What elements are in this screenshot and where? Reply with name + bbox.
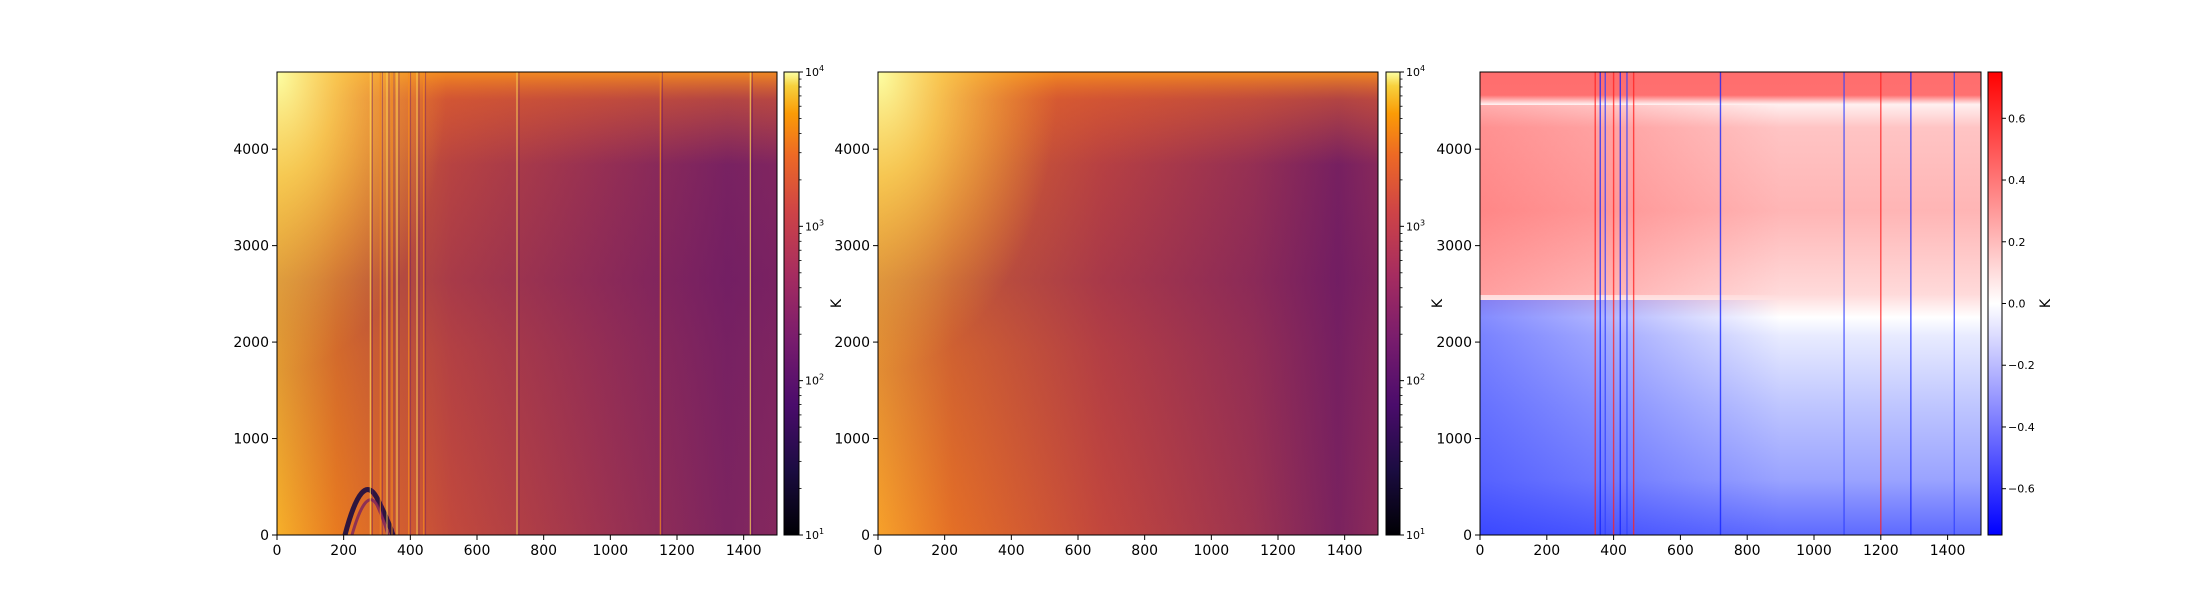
- y-axis-3: 0 1000 2000 3000 4000: [1436, 142, 1480, 544]
- colorbar-tick-label: 103: [1406, 218, 1425, 233]
- y-tick-label: 4000: [834, 142, 870, 158]
- colorbar-tick-exponent: 2: [819, 373, 824, 382]
- heatmap-panel-1: 0 200 400 600 800 1000 1200 1400 0 1000 2000 3000 4…: [233, 64, 845, 559]
- colorbar-tick-exponent: 2: [1420, 373, 1425, 382]
- x-tick-label: 400: [397, 543, 424, 559]
- heatmap-2-image: [878, 72, 1378, 535]
- y-tick-label: 3000: [1436, 239, 1472, 255]
- x-tick-label: 1000: [593, 543, 629, 559]
- colorbar-label: K: [1430, 298, 1446, 308]
- colorbar-tick-label: 0.4: [2008, 174, 2026, 187]
- y-tick-label: 1000: [834, 432, 870, 448]
- colorbar-tick-label: 0.0: [2008, 298, 2026, 311]
- colorbar-tick-base: 10: [805, 375, 819, 388]
- x-tick-label: 1400: [1930, 543, 1966, 559]
- y-tick-label: 1000: [233, 432, 269, 448]
- x-tick-label: 600: [1065, 543, 1092, 559]
- streaks-1: [369, 72, 753, 535]
- x-tick-label: 200: [1533, 543, 1560, 559]
- x-tick-label: 1200: [659, 543, 695, 559]
- x-tick-label: 1000: [1194, 543, 1230, 559]
- colorbar-tick-base: 10: [805, 529, 819, 542]
- heatmap-3-image: [1480, 72, 1981, 535]
- x-axis-1: 0 200 400 600 800 1000 1200 1400: [273, 535, 762, 559]
- y-tick-label: 0: [861, 528, 870, 544]
- colorbar-tick-label: 0.6: [2008, 112, 2026, 125]
- colorbar-tick-label: 104: [805, 64, 824, 79]
- heatmap-panel-2: 0 200 400 600 800 1000 1200 1400 0 1000 2000 3000 4…: [834, 64, 1446, 559]
- y-tick-label: 4000: [233, 142, 269, 158]
- y-tick-label: 1000: [1436, 432, 1472, 448]
- colorbar-tick-label: −0.4: [2008, 421, 2035, 434]
- x-tick-label: 0: [1476, 543, 1485, 559]
- streaks-3: [1594, 72, 1955, 535]
- colorbar-tick-label: 101: [1406, 527, 1425, 542]
- colorbar-tick-exponent: 3: [819, 218, 824, 227]
- y-tick-label: 0: [1463, 528, 1472, 544]
- colorbar-tick-exponent: 4: [819, 64, 824, 73]
- x-tick-label: 1400: [726, 543, 762, 559]
- colorbar-label: K: [2038, 298, 2054, 308]
- x-axis-3: 0 200 400 600 800 1000 1200 1400: [1476, 535, 1966, 559]
- y-tick-label: 2000: [834, 335, 870, 351]
- colorbar-tick-base: 10: [1406, 66, 1420, 79]
- colorbar-tick-label: 101: [805, 527, 824, 542]
- colorbar-tick-label: 104: [1406, 64, 1425, 79]
- colorbar-tick-exponent: 1: [1420, 527, 1425, 536]
- colorbar-3: −0.6 −0.4 −0.2 0.0 0.2 0.4 0.6 K: [1987, 71, 2054, 536]
- x-tick-label: 200: [330, 543, 357, 559]
- y-tick-label: 4000: [1436, 142, 1472, 158]
- x-tick-label: 0: [273, 543, 282, 559]
- colorbar-tick-label: 0.2: [2008, 236, 2026, 249]
- heatmap-1-image: [277, 72, 777, 535]
- colorbar-tick-base: 10: [805, 66, 819, 79]
- colorbar-tick-exponent: 4: [1420, 64, 1425, 73]
- y-axis-1: 0 1000 2000 3000 4000: [233, 142, 277, 544]
- colorbar-tick-label: −0.2: [2008, 359, 2035, 372]
- colorbar-tick-exponent: 1: [819, 527, 824, 536]
- x-tick-label: 400: [1600, 543, 1627, 559]
- colorbar-tick-base: 10: [1406, 220, 1420, 233]
- x-tick-label: 800: [1131, 543, 1158, 559]
- colorbar-label: K: [829, 298, 845, 308]
- y-tick-label: 3000: [834, 239, 870, 255]
- x-tick-label: 400: [998, 543, 1025, 559]
- colorbar-3-ticks: −0.6 −0.4 −0.2 0.0 0.2 0.4 0.6 K: [2002, 112, 2054, 496]
- heatmap-panel-3: 0 200 400 600 800 1000 1200 1400 0 1000 2000 3000 4…: [1436, 71, 2054, 559]
- x-tick-label: 200: [931, 543, 958, 559]
- y-tick-label: 2000: [233, 335, 269, 351]
- colorbar-tick-label: −0.6: [2008, 483, 2035, 496]
- colorbar-tick-label: 102: [805, 373, 824, 388]
- x-tick-label: 600: [464, 543, 491, 559]
- colorbar-tick-exponent: 3: [1420, 218, 1425, 227]
- x-tick-label: 600: [1667, 543, 1694, 559]
- x-tick-label: 0: [874, 543, 883, 559]
- colorbar-tick-label: 103: [805, 218, 824, 233]
- colorbar-tick-base: 10: [1406, 375, 1420, 388]
- x-tick-label: 1000: [1796, 543, 1832, 559]
- x-axis-2: 0 200 400 600 800 1000 1200 1400: [874, 535, 1363, 559]
- y-tick-label: 3000: [233, 239, 269, 255]
- y-axis-2: 0 1000 2000 3000 4000: [834, 142, 878, 544]
- x-tick-label: 800: [1734, 543, 1761, 559]
- x-tick-label: 1200: [1260, 543, 1296, 559]
- y-tick-label: 0: [260, 528, 269, 544]
- colorbar-tick-base: 10: [805, 220, 819, 233]
- colorbar-tick-base: 10: [1406, 529, 1420, 542]
- colorbar-tick-label: 102: [1406, 373, 1425, 388]
- x-tick-label: 800: [530, 543, 557, 559]
- x-tick-label: 1200: [1863, 543, 1899, 559]
- y-tick-label: 2000: [1436, 335, 1472, 351]
- x-tick-label: 1400: [1327, 543, 1363, 559]
